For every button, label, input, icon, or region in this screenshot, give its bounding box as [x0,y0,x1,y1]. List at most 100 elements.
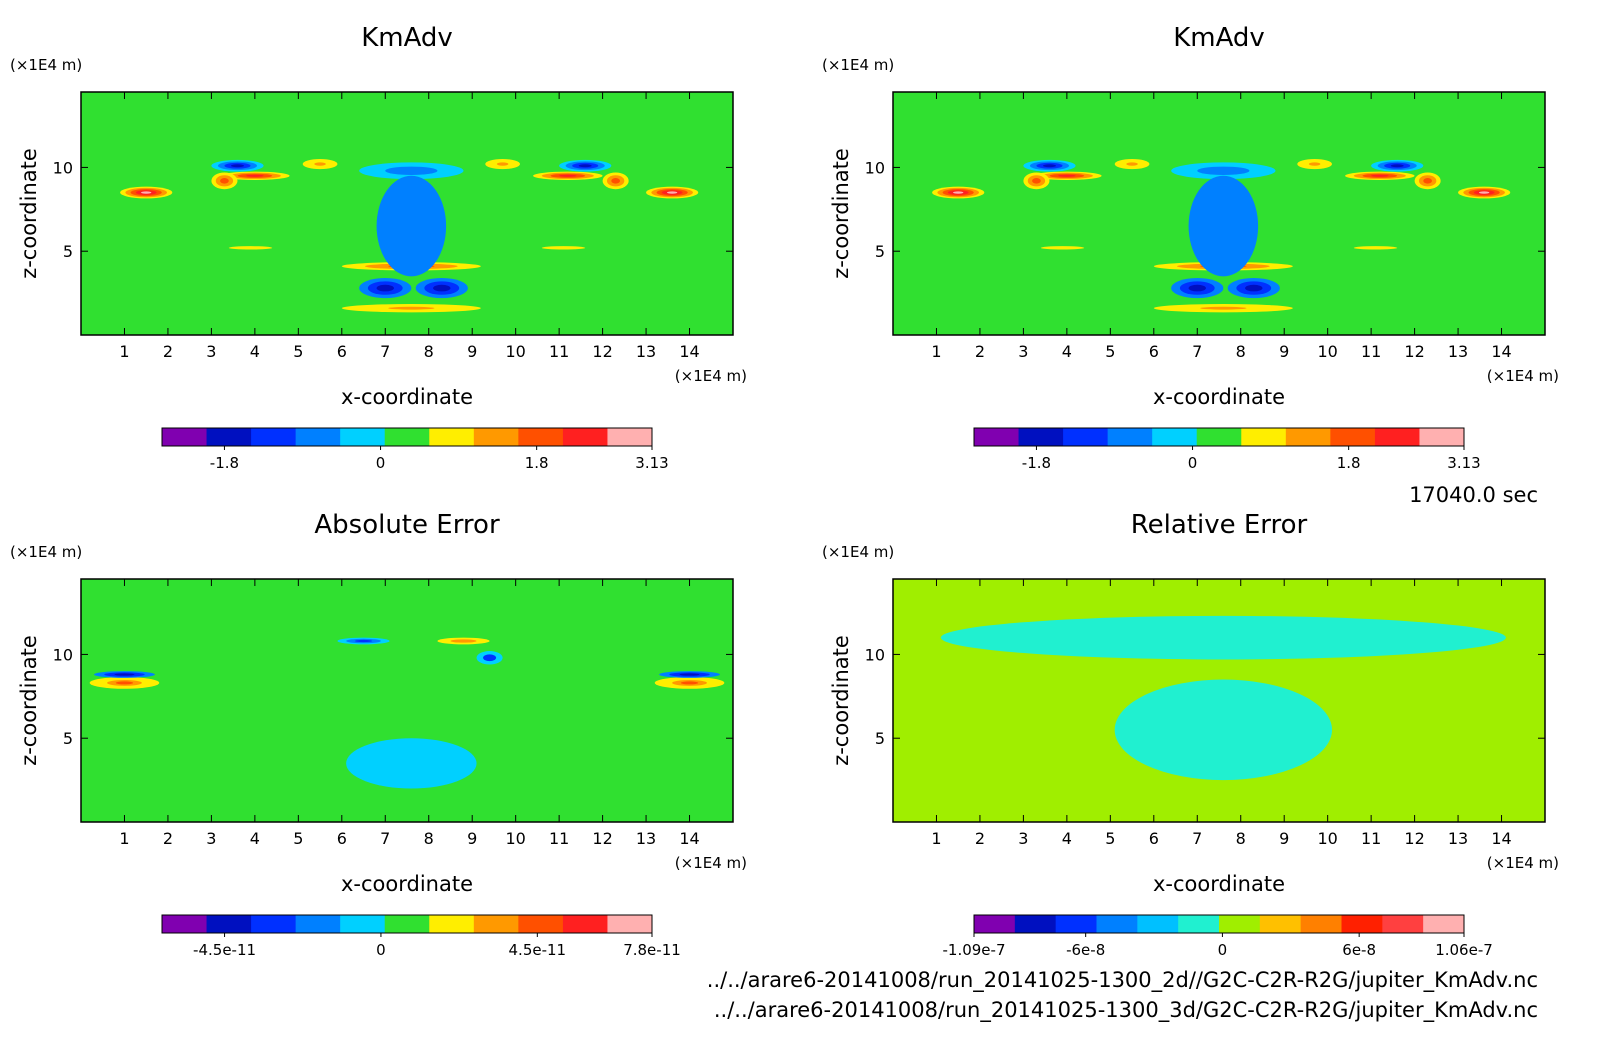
contour-feature-3 [94,671,155,678]
y-tick-label: 10 [865,645,885,664]
x-tick-label: 7 [380,829,390,848]
contour-band [483,654,497,662]
colorbar-swatch [1219,915,1261,933]
x-axis-label: x-coordinate [341,872,473,896]
x-tick-label: 13 [636,342,656,361]
contour-band [1308,162,1321,166]
contour-feature-5 [932,186,985,199]
panel-3: Absolute Error(×1E4 m)1 2 3 4 5 6 7 8 9 10 11 12 13 1… [10,510,747,959]
contour-band [314,162,326,166]
colorbar-tick-label: 3.13 [635,454,668,472]
x-tick-label: 6 [1149,342,1159,361]
colorbar-swatch [518,915,564,933]
contour-feature-14 [1371,159,1424,172]
contour-feature-1 [89,677,160,689]
contour-band [246,174,264,177]
x-tick-label: 13 [1448,342,1468,361]
y-tick-label: 10 [865,158,885,177]
contour-band [228,246,273,250]
colorbar: -1.8 0 1.8 3.13 [973,427,1481,472]
plot-title: Absolute Error [314,510,500,540]
colorbar-swatch [429,428,475,446]
contour-band [952,191,964,194]
x-tick-label: 6 [337,342,347,361]
contour-band [679,673,700,676]
y-tick-label: 5 [875,242,885,261]
x-tick-label: 14 [679,829,699,848]
colorbar-tick-label: 0 [1218,941,1228,959]
contour-feature-13 [211,159,264,172]
x-tick-label: 5 [1105,829,1115,848]
contour-feature-18 [520,244,607,252]
x-axis-label: x-coordinate [1153,385,1285,409]
contour-band [376,175,447,277]
plot-title: KmAdv [1173,23,1265,53]
contour-feature-6 [437,637,490,645]
plot-frame [80,91,734,336]
contour-band [578,164,592,168]
y-axis-label: z-coordinate [829,148,853,279]
x-tick-label: 9 [1279,829,1289,848]
x-tick-label: 3 [206,342,216,361]
x-tick-label: 6 [1149,829,1159,848]
contour-feature-15 [359,162,464,180]
colorbar-swatch [1241,428,1287,446]
colorbar-tick-label: -4.5e-11 [193,941,256,959]
colorbar-swatch [1178,915,1220,933]
y-unit-label: (×1E4 m) [822,56,894,74]
contour-feature-17 [1019,244,1106,252]
contour-feature-2 [654,677,725,689]
y-unit-label: (×1E4 m) [10,56,82,74]
x-axis-label: x-coordinate [341,385,473,409]
contour-band [354,639,373,643]
contour-feature-5 [120,186,173,199]
contour-band [346,738,477,789]
x-tick-label: 3 [1018,829,1028,848]
colorbar-swatch [473,428,519,446]
contour-field [893,579,1545,822]
contour-feature-7 [476,651,503,665]
colorbar-swatch [1259,915,1302,933]
contour-feature-1 [1114,679,1333,781]
colorbar-swatch [1419,428,1465,446]
contour-band [115,681,134,685]
contour-band [1390,164,1404,168]
colorbar-swatch [607,915,653,933]
contour-band [1188,284,1206,292]
colorbar-swatch [518,428,564,446]
plot-frame [892,91,1546,336]
contour-feature-2 [415,278,468,299]
colorbar-swatch [1137,915,1179,933]
contour-band [376,284,394,292]
y-tick-label: 5 [875,729,885,748]
colorbar-swatch [1341,915,1383,933]
contour-band [1353,246,1398,250]
x-tick-label: 11 [549,342,569,361]
x-tick-label: 3 [206,829,216,848]
x-tick-label: 12 [592,342,612,361]
contour-band [1042,164,1056,168]
colorbar-tick-label: -1.8 [210,454,239,472]
x-tick-label: 5 [293,342,303,361]
contour-band [433,284,451,292]
contour-feature-6 [1458,186,1511,199]
contour-feature-1 [359,278,412,299]
colorbar-swatch [1300,915,1342,933]
x-tick-label: 14 [1491,342,1511,361]
contour-band [1126,162,1138,166]
colorbar: -4.5e-11 0 4.5e-11 7.8e-11 [161,914,681,959]
x-tick-label: 2 [163,342,173,361]
contour-feature-8 [1345,171,1415,180]
y-tick-label: 5 [63,242,73,261]
x-tick-label: 10 [1317,342,1337,361]
x-tick-label: 2 [975,829,985,848]
contour-band [496,162,509,166]
y-axis-label: z-coordinate [829,635,853,766]
x-tick-label: 10 [1317,829,1337,848]
colorbar-swatch [1152,428,1198,446]
colorbar-swatch [473,915,519,933]
colorbar-tick-label: 1.8 [525,454,549,472]
x-tick-label: 12 [592,829,612,848]
colorbar-swatch [251,915,297,933]
